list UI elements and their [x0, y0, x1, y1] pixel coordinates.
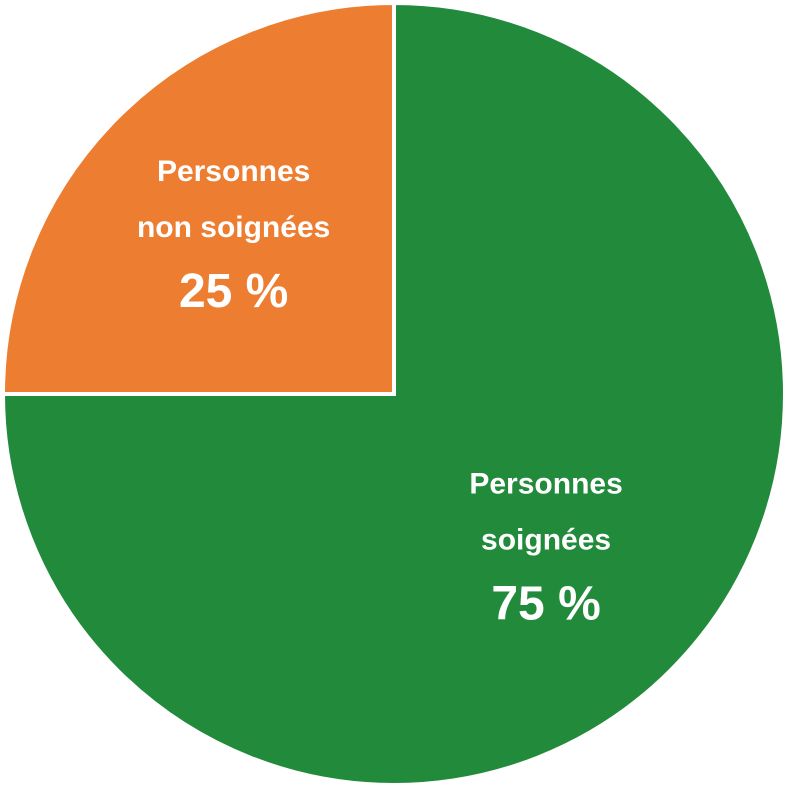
slice-value-label-1: 25 % — [179, 265, 288, 318]
slice-label-line-0-1: soignées — [481, 524, 611, 557]
pie-slice-1 — [0, 0, 396, 396]
slice-label-0: Personnes soignées 75 % — [469, 468, 622, 631]
slice-label-1: Personnes non soignées 25 % — [137, 155, 330, 318]
slice-label-line-1-1: non soignées — [137, 211, 330, 244]
slice-value-label-0: 75 % — [491, 578, 600, 631]
slice-label-line-0-0: Personnes — [469, 468, 622, 501]
slice-label-line-1-0: Personnes — [157, 155, 310, 188]
